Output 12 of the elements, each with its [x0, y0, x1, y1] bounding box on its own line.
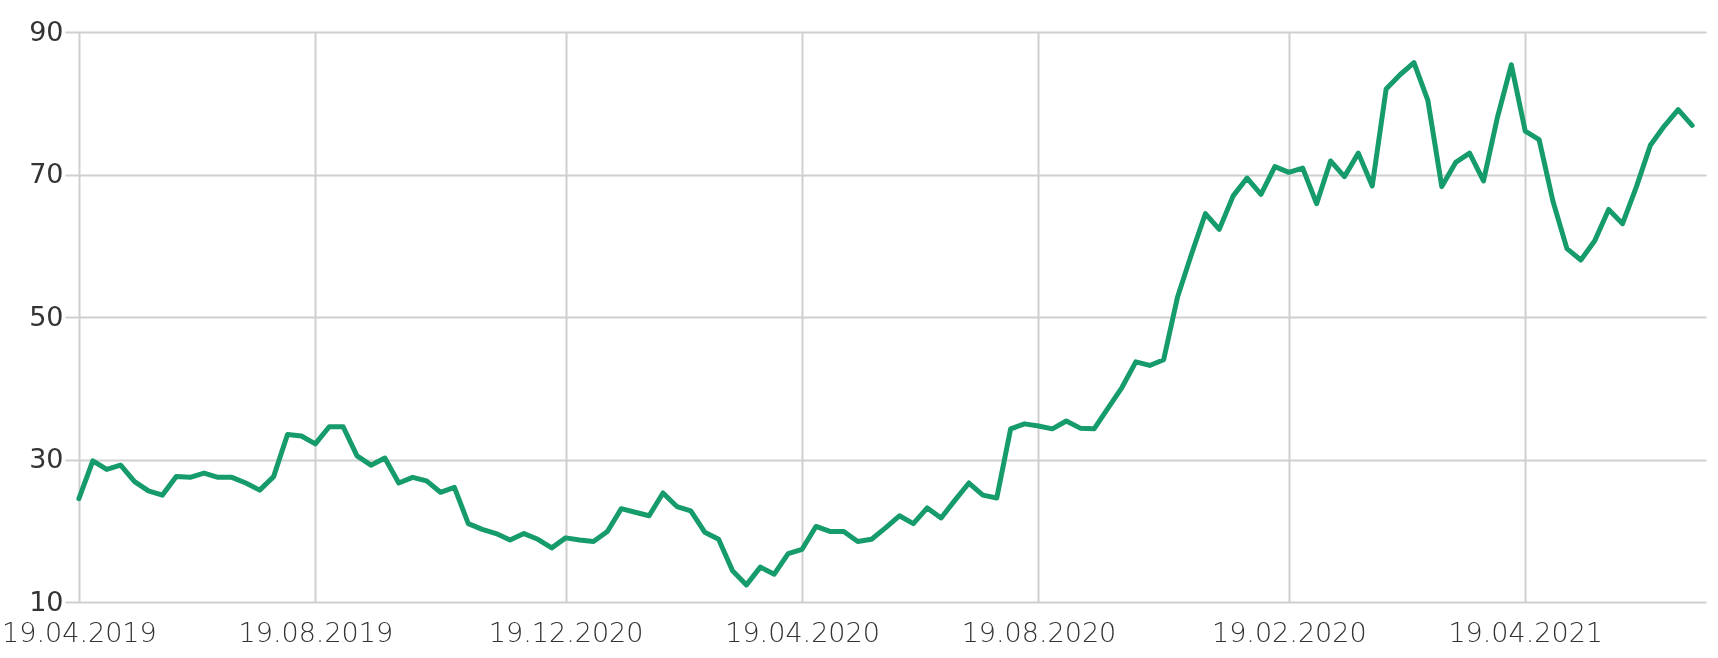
x-tick-label: 19.12.2020 — [488, 616, 644, 648]
x-tick-label: 19.02.2020 — [1212, 616, 1367, 648]
y-tick-label: 30 — [29, 443, 64, 474]
y-tick-label: 90 — [29, 15, 64, 47]
x-tick-label: 19.04.2021 — [1448, 616, 1604, 648]
x-tick-label: 19.04.2020 — [725, 616, 880, 648]
y-tick-label: 10 — [29, 585, 64, 617]
x-tick-label: 19.08.2020 — [961, 616, 1117, 648]
x-tick-label: 19.08.2019 — [238, 616, 394, 648]
y-tick-label: 50 — [29, 300, 64, 332]
x-tick-label: 19.04.2019 — [2, 616, 157, 648]
y-tick-label: 70 — [29, 158, 64, 189]
